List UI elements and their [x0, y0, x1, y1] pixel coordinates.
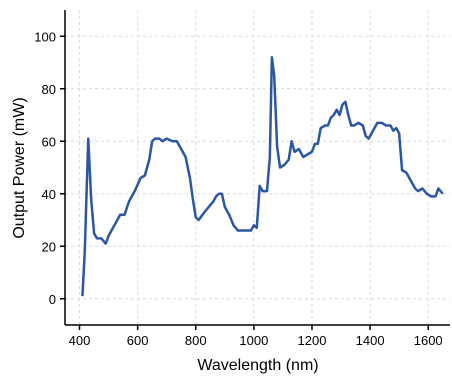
y-tick-label: 80 — [42, 82, 56, 97]
x-tick-label: 1000 — [239, 333, 268, 348]
x-tick-label: 400 — [69, 333, 91, 348]
y-tick-label: 20 — [42, 239, 56, 254]
y-axis-label: Output Power (mW) — [11, 97, 28, 238]
x-axis-label: Wavelength (nm) — [197, 357, 318, 374]
x-tick-label: 600 — [127, 333, 149, 348]
y-tick-label: 0 — [49, 292, 56, 307]
x-tick-label: 1400 — [356, 333, 385, 348]
y-tick-label: 100 — [34, 29, 56, 44]
x-tick-label: 800 — [185, 333, 207, 348]
x-tick-label: 1200 — [298, 333, 327, 348]
y-tick-label: 40 — [42, 187, 56, 202]
x-tick-label: 1600 — [414, 333, 443, 348]
y-tick-label: 60 — [42, 134, 56, 149]
data-line — [81, 56, 444, 297]
